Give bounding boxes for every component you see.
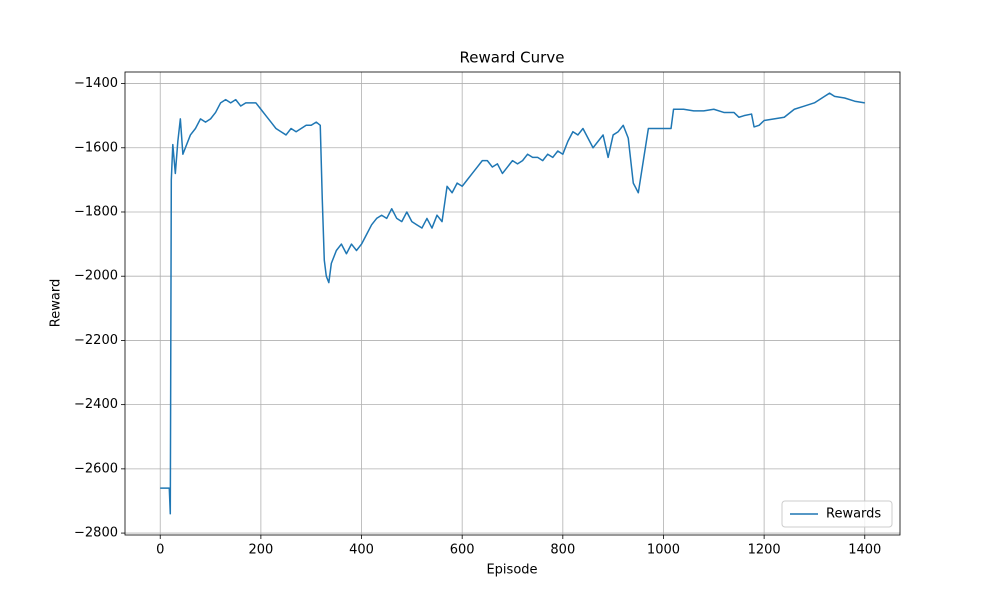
x-tick-label: 1200 — [748, 543, 781, 558]
plot-frame — [124, 71, 901, 536]
y-tick-label: −2200 — [74, 333, 118, 348]
y-axis-label: Reward — [49, 279, 64, 327]
x-axis-label: Episode — [486, 563, 537, 578]
chart-title: Reward Curve — [460, 49, 565, 67]
y-tick-label: −1600 — [74, 140, 118, 155]
y-tick-label: −2000 — [74, 269, 118, 284]
legend-label: Rewards — [826, 507, 881, 522]
x-tick-label: 0 — [156, 543, 164, 558]
x-tick-label: 800 — [550, 543, 575, 558]
x-tick-label: 400 — [349, 543, 374, 558]
line — [160, 92, 865, 515]
legend-box — [781, 500, 893, 528]
y-tick-label: −2400 — [74, 397, 118, 412]
x-tick-label: 600 — [450, 543, 475, 558]
y-tick-label: −1400 — [74, 76, 118, 91]
x-tick-label: 200 — [248, 543, 273, 558]
y-tick-label: −2600 — [74, 461, 118, 476]
x-tick-label: 1400 — [848, 543, 881, 558]
x-tick-label: 1000 — [647, 543, 680, 558]
y-tick-label: −1800 — [74, 204, 118, 219]
y-tick-label: −2800 — [74, 526, 118, 541]
